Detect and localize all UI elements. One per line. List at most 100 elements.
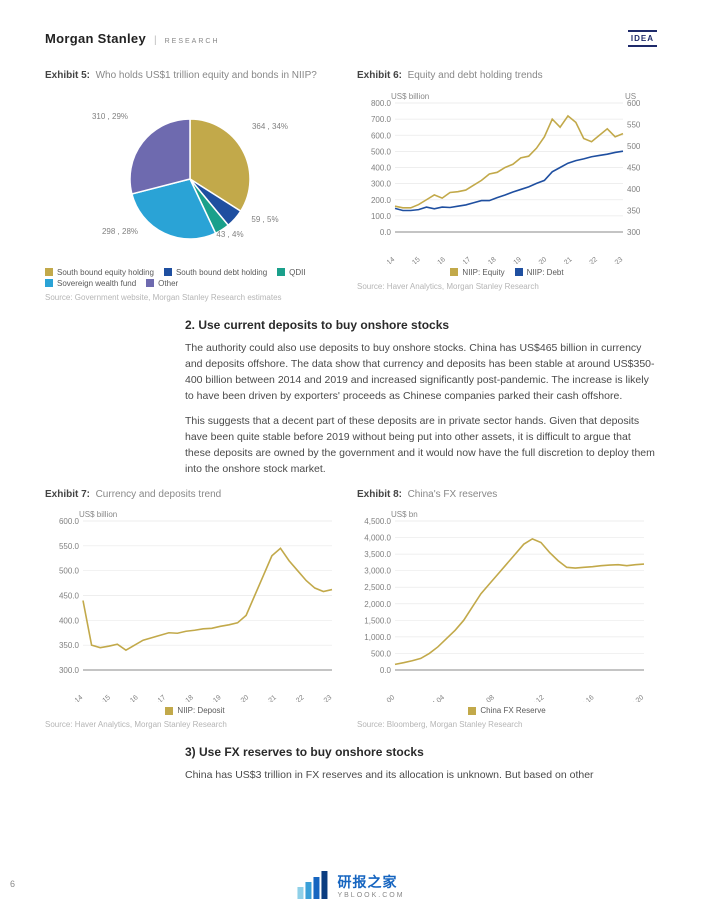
exhibit-6-source: Source: Haver Analytics, Morgan Stanley … [357, 282, 657, 291]
svg-text:Feb-21: Feb-21 [552, 256, 574, 264]
svg-text:Jul-04: Jul-04 [427, 694, 446, 702]
row-exhibits-7-8: Exhibit 7: Currency and deposits trend U… [45, 488, 657, 730]
exhibit-8-title: Exhibit 8: China's FX reserves [357, 488, 657, 502]
svg-text:500.0: 500.0 [59, 567, 80, 576]
exhibit-5: Exhibit 5: Who holds US$1 trillion equit… [45, 69, 345, 291]
svg-text:Feb-22: Feb-22 [284, 694, 306, 702]
exhibit-7-title: Exhibit 7: Currency and deposits trend [45, 488, 345, 502]
exhibit-7: Exhibit 7: Currency and deposits trend U… [45, 488, 345, 730]
svg-text:400.0: 400.0 [59, 616, 80, 625]
svg-text:May-12: May-12 [523, 694, 545, 702]
exhibit-8-legend: China FX Reserve [357, 706, 657, 715]
svg-text:550.0: 550.0 [59, 542, 80, 551]
exhibit-8: Exhibit 8: China's FX reserves US$ bn 0.0… [357, 488, 657, 730]
svg-text:350.0: 350.0 [59, 641, 80, 650]
exhibit-5-source: Source: Government website, Morgan Stanl… [45, 293, 657, 302]
svg-text:450: 450 [627, 163, 641, 172]
exhibit-5-legend: South bound equity holdingSouth bound de… [45, 268, 345, 288]
svg-text:Feb-15: Feb-15 [400, 256, 422, 264]
svg-text:0.0: 0.0 [380, 228, 392, 237]
svg-text:43 , 4%: 43 , 4% [216, 230, 243, 239]
svg-text:4,500.0: 4,500.0 [364, 517, 391, 526]
svg-text:Feb-23: Feb-23 [603, 256, 625, 264]
exhibit-5-title: Exhibit 5: Who holds US$1 trillion equit… [45, 69, 345, 83]
brand: Morgan Stanley | RESEARCH [45, 31, 220, 46]
svg-text:100.0: 100.0 [371, 211, 392, 220]
exhibit-7-source: Source: Haver Analytics, Morgan Stanley … [45, 720, 345, 729]
svg-text:Feb-14: Feb-14 [63, 694, 85, 702]
svg-text:Feb-19: Feb-19 [201, 694, 223, 702]
exhibit-6-title: Exhibit 6: Equity and debt holding trend… [357, 69, 657, 83]
svg-text:Feb-17: Feb-17 [451, 256, 473, 264]
svg-text:400.0: 400.0 [371, 163, 392, 172]
svg-text:2,500.0: 2,500.0 [364, 583, 391, 592]
line-chart: US$ bn 0.0 500.0 1,000.0 1,500.0 2,000.0 2,500… [357, 507, 652, 702]
svg-text:Feb-15: Feb-15 [90, 694, 112, 702]
svg-text:0.0: 0.0 [380, 666, 392, 675]
svg-text:Mar-20: Mar-20 [624, 694, 646, 702]
svg-text:200.0: 200.0 [371, 195, 392, 204]
svg-text:Feb-17: Feb-17 [146, 694, 168, 702]
section-3-heading: 3) Use FX reserves to buy onshore stocks [185, 745, 657, 759]
exhibit-8-source: Source: Bloomberg, Morgan Stanley Resear… [357, 720, 657, 729]
svg-text:Feb-20: Feb-20 [527, 256, 549, 264]
svg-text:364 , 34%: 364 , 34% [252, 122, 288, 131]
section-2-p2: This suggests that a decent part of thes… [185, 413, 657, 478]
svg-text:4,000.0: 4,000.0 [364, 534, 391, 543]
svg-text:Feb-16: Feb-16 [118, 694, 140, 702]
svg-text:550: 550 [627, 120, 641, 129]
svg-text:400: 400 [627, 185, 641, 194]
section-3-p1: China has US$3 trillion in FX reserves a… [185, 767, 657, 783]
pie-chart: 364 , 34% 59 , 5% 43 , 4% 298 , 28% 310 , 29… [45, 89, 335, 264]
svg-text:Feb-16: Feb-16 [425, 256, 447, 264]
svg-text:Feb-21: Feb-21 [256, 694, 278, 702]
svg-text:US$ billion: US$ billion [391, 92, 429, 101]
svg-text:US$ billion: US$ billion [79, 510, 117, 519]
svg-text:310 , 29%: 310 , 29% [92, 112, 128, 121]
svg-text:Feb-19: Feb-19 [501, 256, 523, 264]
svg-text:300.0: 300.0 [371, 179, 392, 188]
page-number: 6 [10, 879, 15, 889]
svg-text:3,500.0: 3,500.0 [364, 550, 391, 559]
svg-text:500.0: 500.0 [371, 650, 392, 659]
svg-text:1,000.0: 1,000.0 [364, 633, 391, 642]
svg-text:Feb-18: Feb-18 [476, 256, 498, 264]
line-chart: US$ billionUS0.0100.0200.0300.0400.0500.… [357, 89, 655, 264]
svg-text:US$ bn: US$ bn [391, 510, 418, 519]
svg-text:350: 350 [627, 206, 641, 215]
svg-text:300.0: 300.0 [59, 666, 80, 675]
exhibit-7-legend: NIIP: Deposit [45, 706, 345, 715]
svg-text:500.0: 500.0 [371, 147, 392, 156]
section-2-heading: 2. Use current deposits to buy onshore s… [185, 318, 657, 332]
line-chart: US$ billion300.0350.0400.0450.0500.0550.… [45, 507, 340, 702]
svg-text:Feb-14: Feb-14 [375, 256, 397, 264]
exhibit-6: Exhibit 6: Equity and debt holding trend… [357, 69, 657, 291]
svg-text:800.0: 800.0 [371, 99, 392, 108]
svg-text:600.0: 600.0 [59, 517, 80, 526]
svg-text:600: 600 [627, 99, 641, 108]
svg-text:600.0: 600.0 [371, 131, 392, 140]
svg-text:59 , 5%: 59 , 5% [251, 215, 278, 224]
svg-text:Apr-16: Apr-16 [575, 694, 596, 702]
brand-name: Morgan Stanley [45, 31, 146, 46]
svg-text:2,000.0: 2,000.0 [364, 600, 391, 609]
svg-text:Feb-23: Feb-23 [312, 694, 334, 702]
page-header: Morgan Stanley | RESEARCH IDEA [45, 30, 657, 47]
section-2-p1: The authority could also use deposits to… [185, 340, 657, 405]
svg-text:Feb-20: Feb-20 [229, 694, 251, 702]
svg-text:1,500.0: 1,500.0 [364, 616, 391, 625]
idea-badge: IDEA [628, 30, 657, 47]
exhibit-6-legend: NIIP: Equity NIIP: Debt [357, 268, 657, 277]
svg-text:3,000.0: 3,000.0 [364, 567, 391, 576]
svg-text:Jun-08: Jun-08 [475, 694, 496, 702]
exhibit-6-chart: US$ billionUS0.0100.0200.0300.0400.0500.… [357, 89, 657, 264]
svg-text:298 , 28%: 298 , 28% [102, 227, 138, 236]
svg-text:500: 500 [627, 142, 641, 151]
watermark-logo-icon [297, 871, 331, 899]
svg-text:700.0: 700.0 [371, 115, 392, 124]
svg-text:Feb-18: Feb-18 [173, 694, 195, 702]
row-exhibits-5-6: Exhibit 5: Who holds US$1 trillion equit… [45, 69, 657, 291]
exhibit-5-chart: 364 , 34% 59 , 5% 43 , 4% 298 , 28% 310 , 29… [45, 89, 345, 264]
svg-text:Aug-00: Aug-00 [374, 694, 396, 702]
svg-text:Feb-22: Feb-22 [577, 256, 599, 264]
